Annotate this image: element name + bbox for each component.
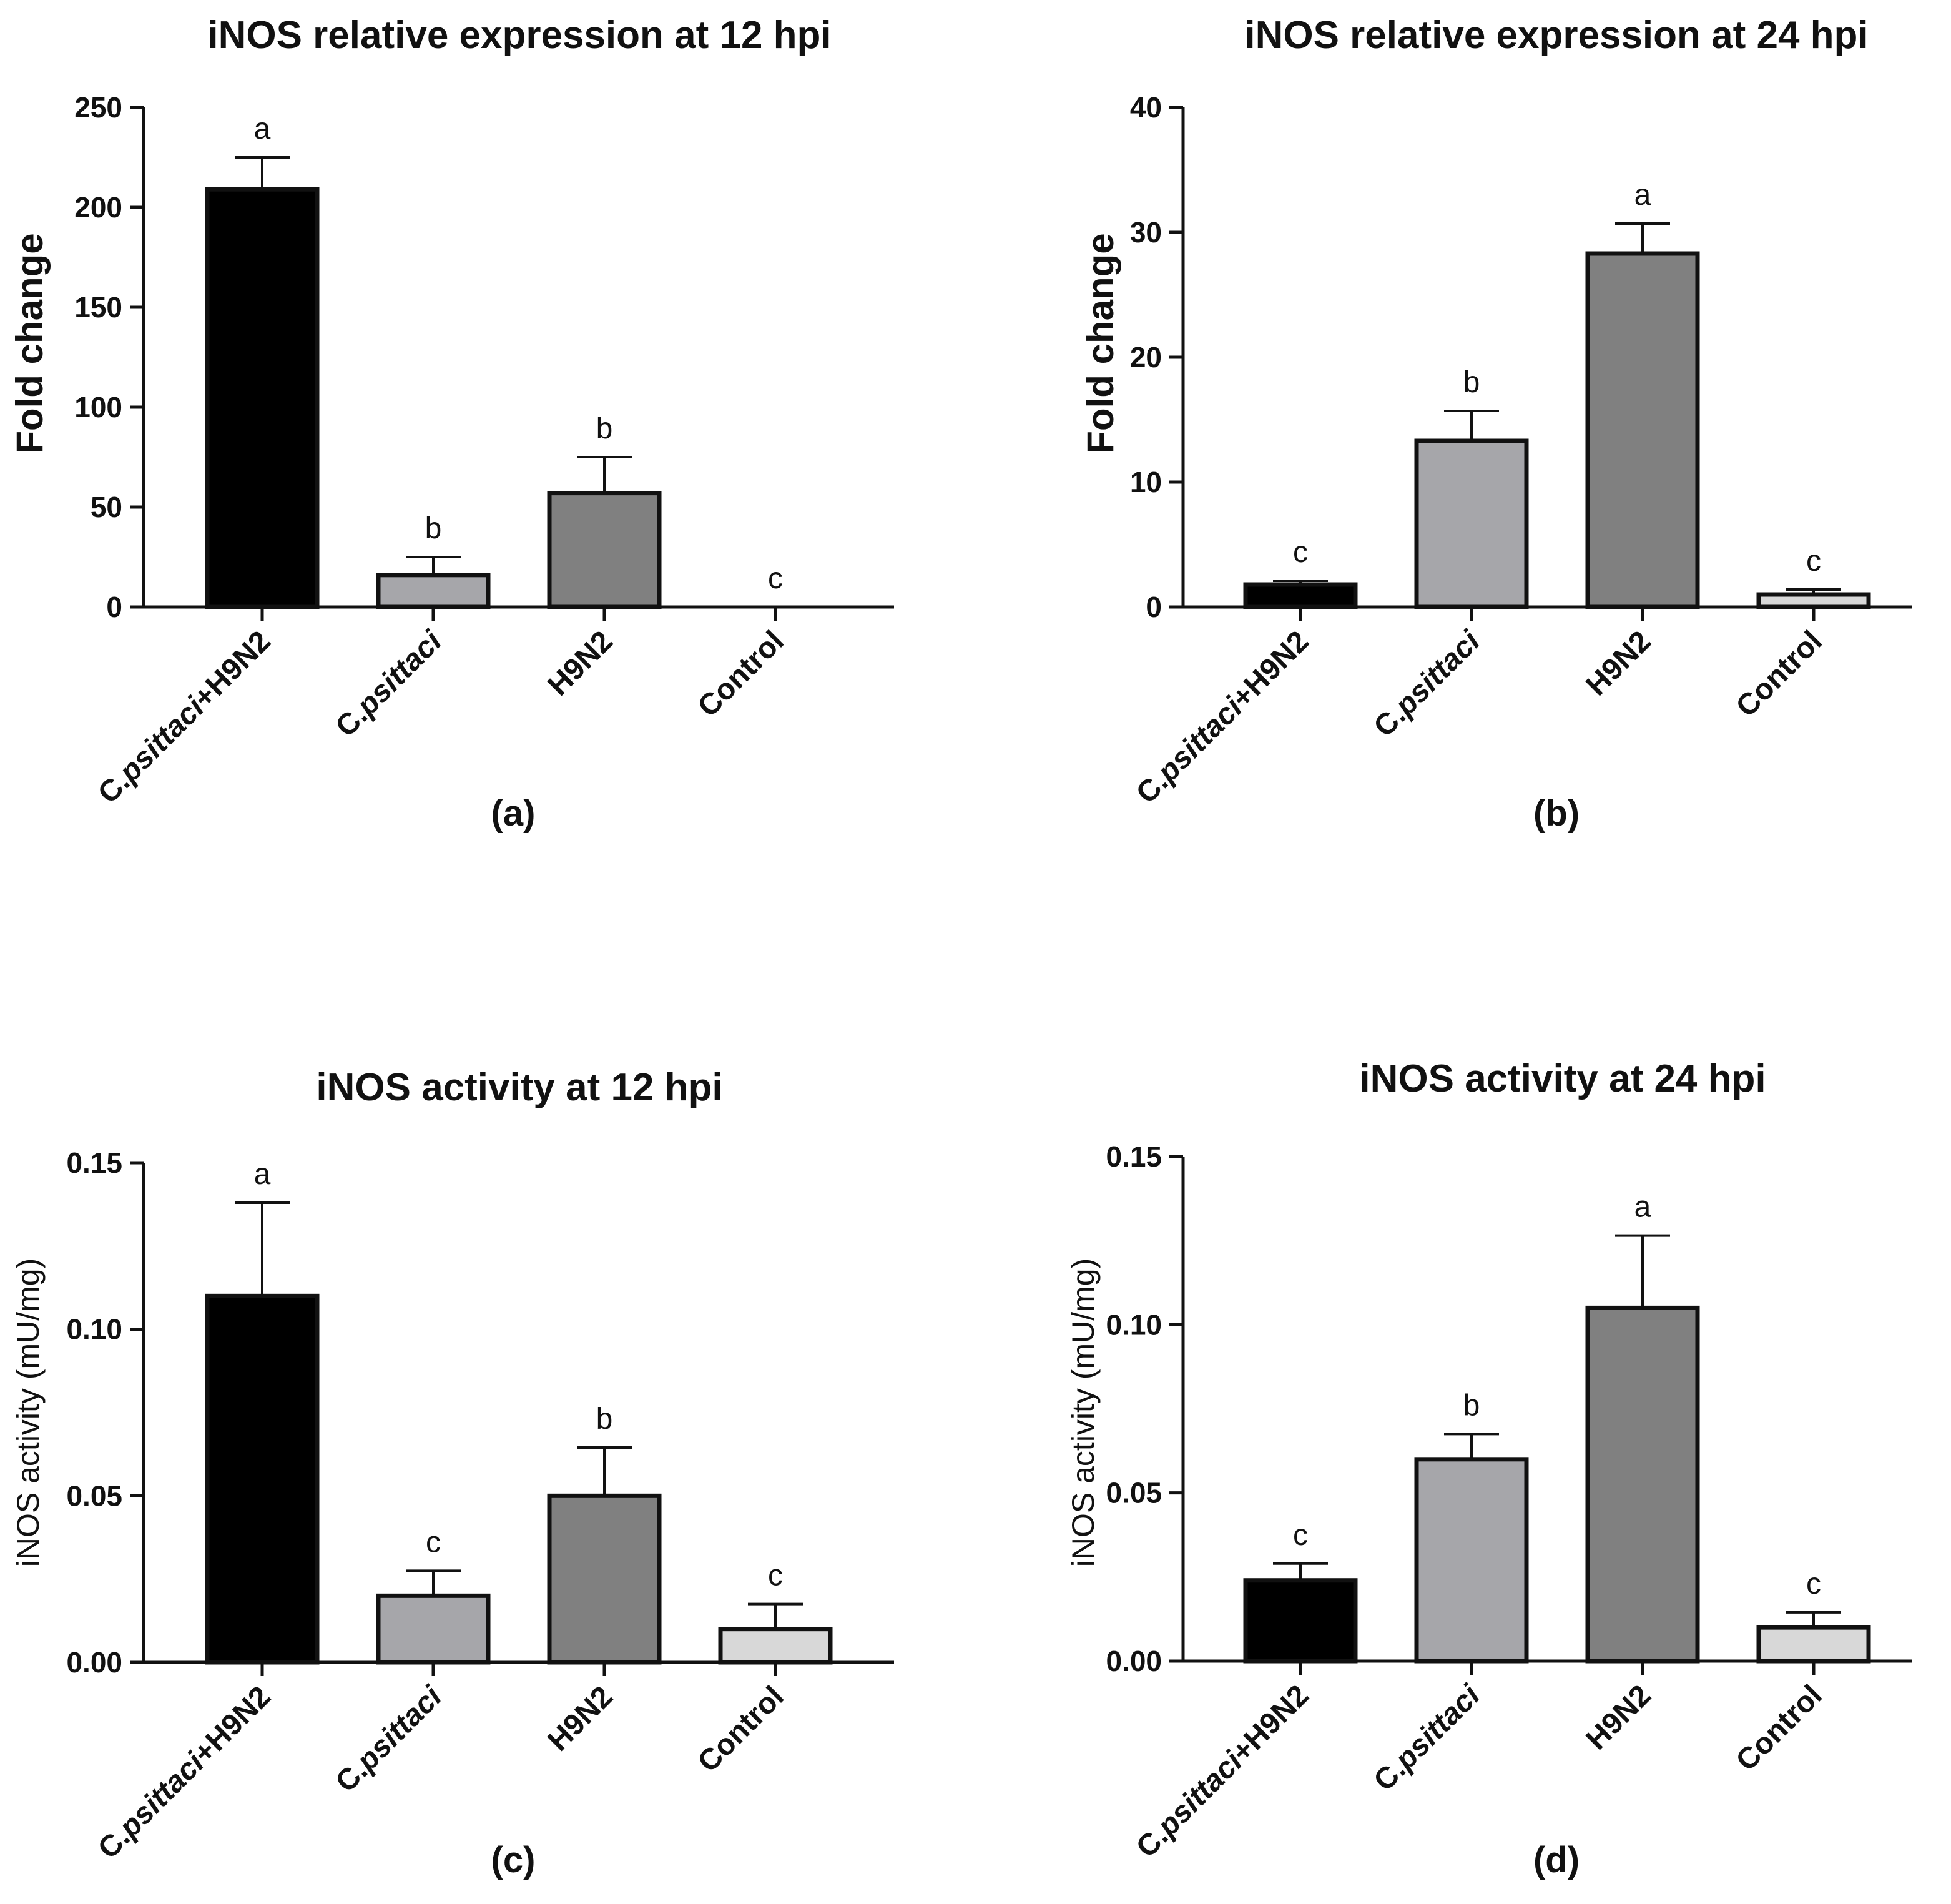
chart-panel-d: iNOS activity at 24 hpi iNOS activity (mU… (1066, 1057, 1912, 1880)
bar (547, 491, 662, 609)
y-tick-label: 0.10 (1106, 1308, 1162, 1341)
significance-letter: b (596, 412, 613, 445)
y-tick-label: 0 (1146, 591, 1162, 623)
chart-title: iNOS activity at 12 hpi (316, 1066, 722, 1109)
significance-letter: a (254, 1158, 271, 1191)
x-category-label: C.psittaci+H9N2 (92, 1680, 277, 1865)
bar (1585, 1305, 1700, 1664)
y-tick-label: 200 (74, 191, 122, 224)
y-tick-label: 10 (1130, 466, 1162, 498)
y-tick-label: 0.00 (66, 1646, 122, 1679)
bar (1243, 582, 1358, 609)
y-tick-label: 100 (74, 391, 122, 423)
bar (376, 573, 491, 609)
x-category-label: Control (1730, 624, 1829, 723)
y-tick-label: 0.05 (66, 1479, 122, 1512)
bar (205, 187, 320, 609)
y-axis-label: Fold change (9, 233, 51, 453)
y-tick-label: 0.15 (1106, 1140, 1162, 1173)
y-tick-label: 0.00 (1106, 1645, 1162, 1677)
significance-letter: c (1806, 545, 1821, 578)
y-tick-label: 30 (1130, 216, 1162, 249)
significance-letter: a (254, 112, 271, 146)
x-category-label: C.psittaci+H9N2 (92, 624, 277, 810)
y-axis-label: Fold change (1079, 233, 1121, 453)
x-category-label: H9N2 (542, 1680, 619, 1757)
significance-letter: a (1634, 179, 1651, 212)
significance-letter: b (425, 512, 442, 545)
x-category-label: C.psittaci (1368, 1678, 1487, 1797)
x-category-label: C.psittaci (1368, 624, 1487, 743)
significance-letter: b (596, 1403, 613, 1436)
significance-letter: b (1463, 1389, 1480, 1422)
y-tick-label: 40 (1130, 91, 1162, 124)
chart-title: iNOS activity at 24 hpi (1359, 1057, 1766, 1100)
chart-title: iNOS relative expression at 12 hpi (207, 14, 831, 57)
x-category-label: H9N2 (1580, 1679, 1658, 1756)
x-category-label: C.psittaci+H9N2 (1130, 1679, 1315, 1864)
bar (1243, 1578, 1358, 1664)
bar (1414, 1457, 1529, 1664)
significance-letter: c (768, 562, 783, 595)
x-category-label: C.psittaci+H9N2 (1130, 624, 1315, 810)
significance-letter: c (1293, 1519, 1308, 1552)
bar (547, 1493, 662, 1665)
chart-panel-b: iNOS relative expression at 24 hpi Fold c… (1079, 14, 1912, 834)
x-category-label: C.psittaci (330, 624, 449, 743)
bar (1414, 438, 1529, 609)
significance-letter: a (1634, 1191, 1651, 1224)
chart-title: iNOS relative expression at 24 hpi (1244, 14, 1868, 57)
significance-letter: b (1463, 366, 1480, 399)
y-tick-label: 250 (74, 91, 122, 124)
bar (1756, 1625, 1871, 1664)
y-tick-label: 0 (106, 591, 122, 623)
y-tick-label: 0.10 (66, 1313, 122, 1346)
panel-label: (d) (1533, 1840, 1580, 1880)
y-axis-label: iNOS activity (mU/mg) (1066, 1258, 1101, 1567)
panel-label: (c) (491, 1840, 536, 1880)
significance-letter: c (1293, 536, 1308, 569)
panel-label: (a) (491, 793, 536, 834)
y-axis-label: iNOS activity (mU/mg) (11, 1258, 46, 1567)
bar (205, 1293, 320, 1665)
y-tick-label: 50 (91, 491, 122, 523)
bar (1756, 592, 1871, 609)
y-tick-label: 150 (74, 291, 122, 323)
bar (1585, 251, 1700, 609)
x-category-label: Control (1730, 1679, 1829, 1777)
significance-letter: c (1806, 1567, 1821, 1601)
x-category-label: Control (692, 624, 790, 723)
x-category-label: H9N2 (542, 624, 619, 702)
y-tick-label: 0.15 (66, 1147, 122, 1179)
chart-panel-a: iNOS relative expression at 12 hpi Fold c… (9, 14, 894, 834)
panel-label: (b) (1533, 793, 1580, 834)
bar (376, 1593, 491, 1665)
x-category-label: C.psittaci (330, 1679, 449, 1798)
y-tick-label: 20 (1130, 341, 1162, 373)
chart-panel-c: iNOS activity at 12 hpi iNOS activity (mU… (11, 1066, 894, 1880)
x-category-label: H9N2 (1580, 624, 1658, 702)
x-category-label: Control (692, 1680, 790, 1778)
y-tick-label: 0.05 (1106, 1477, 1162, 1509)
bar (718, 1627, 833, 1665)
significance-letter: c (768, 1559, 783, 1592)
significance-letter: c (426, 1526, 441, 1559)
